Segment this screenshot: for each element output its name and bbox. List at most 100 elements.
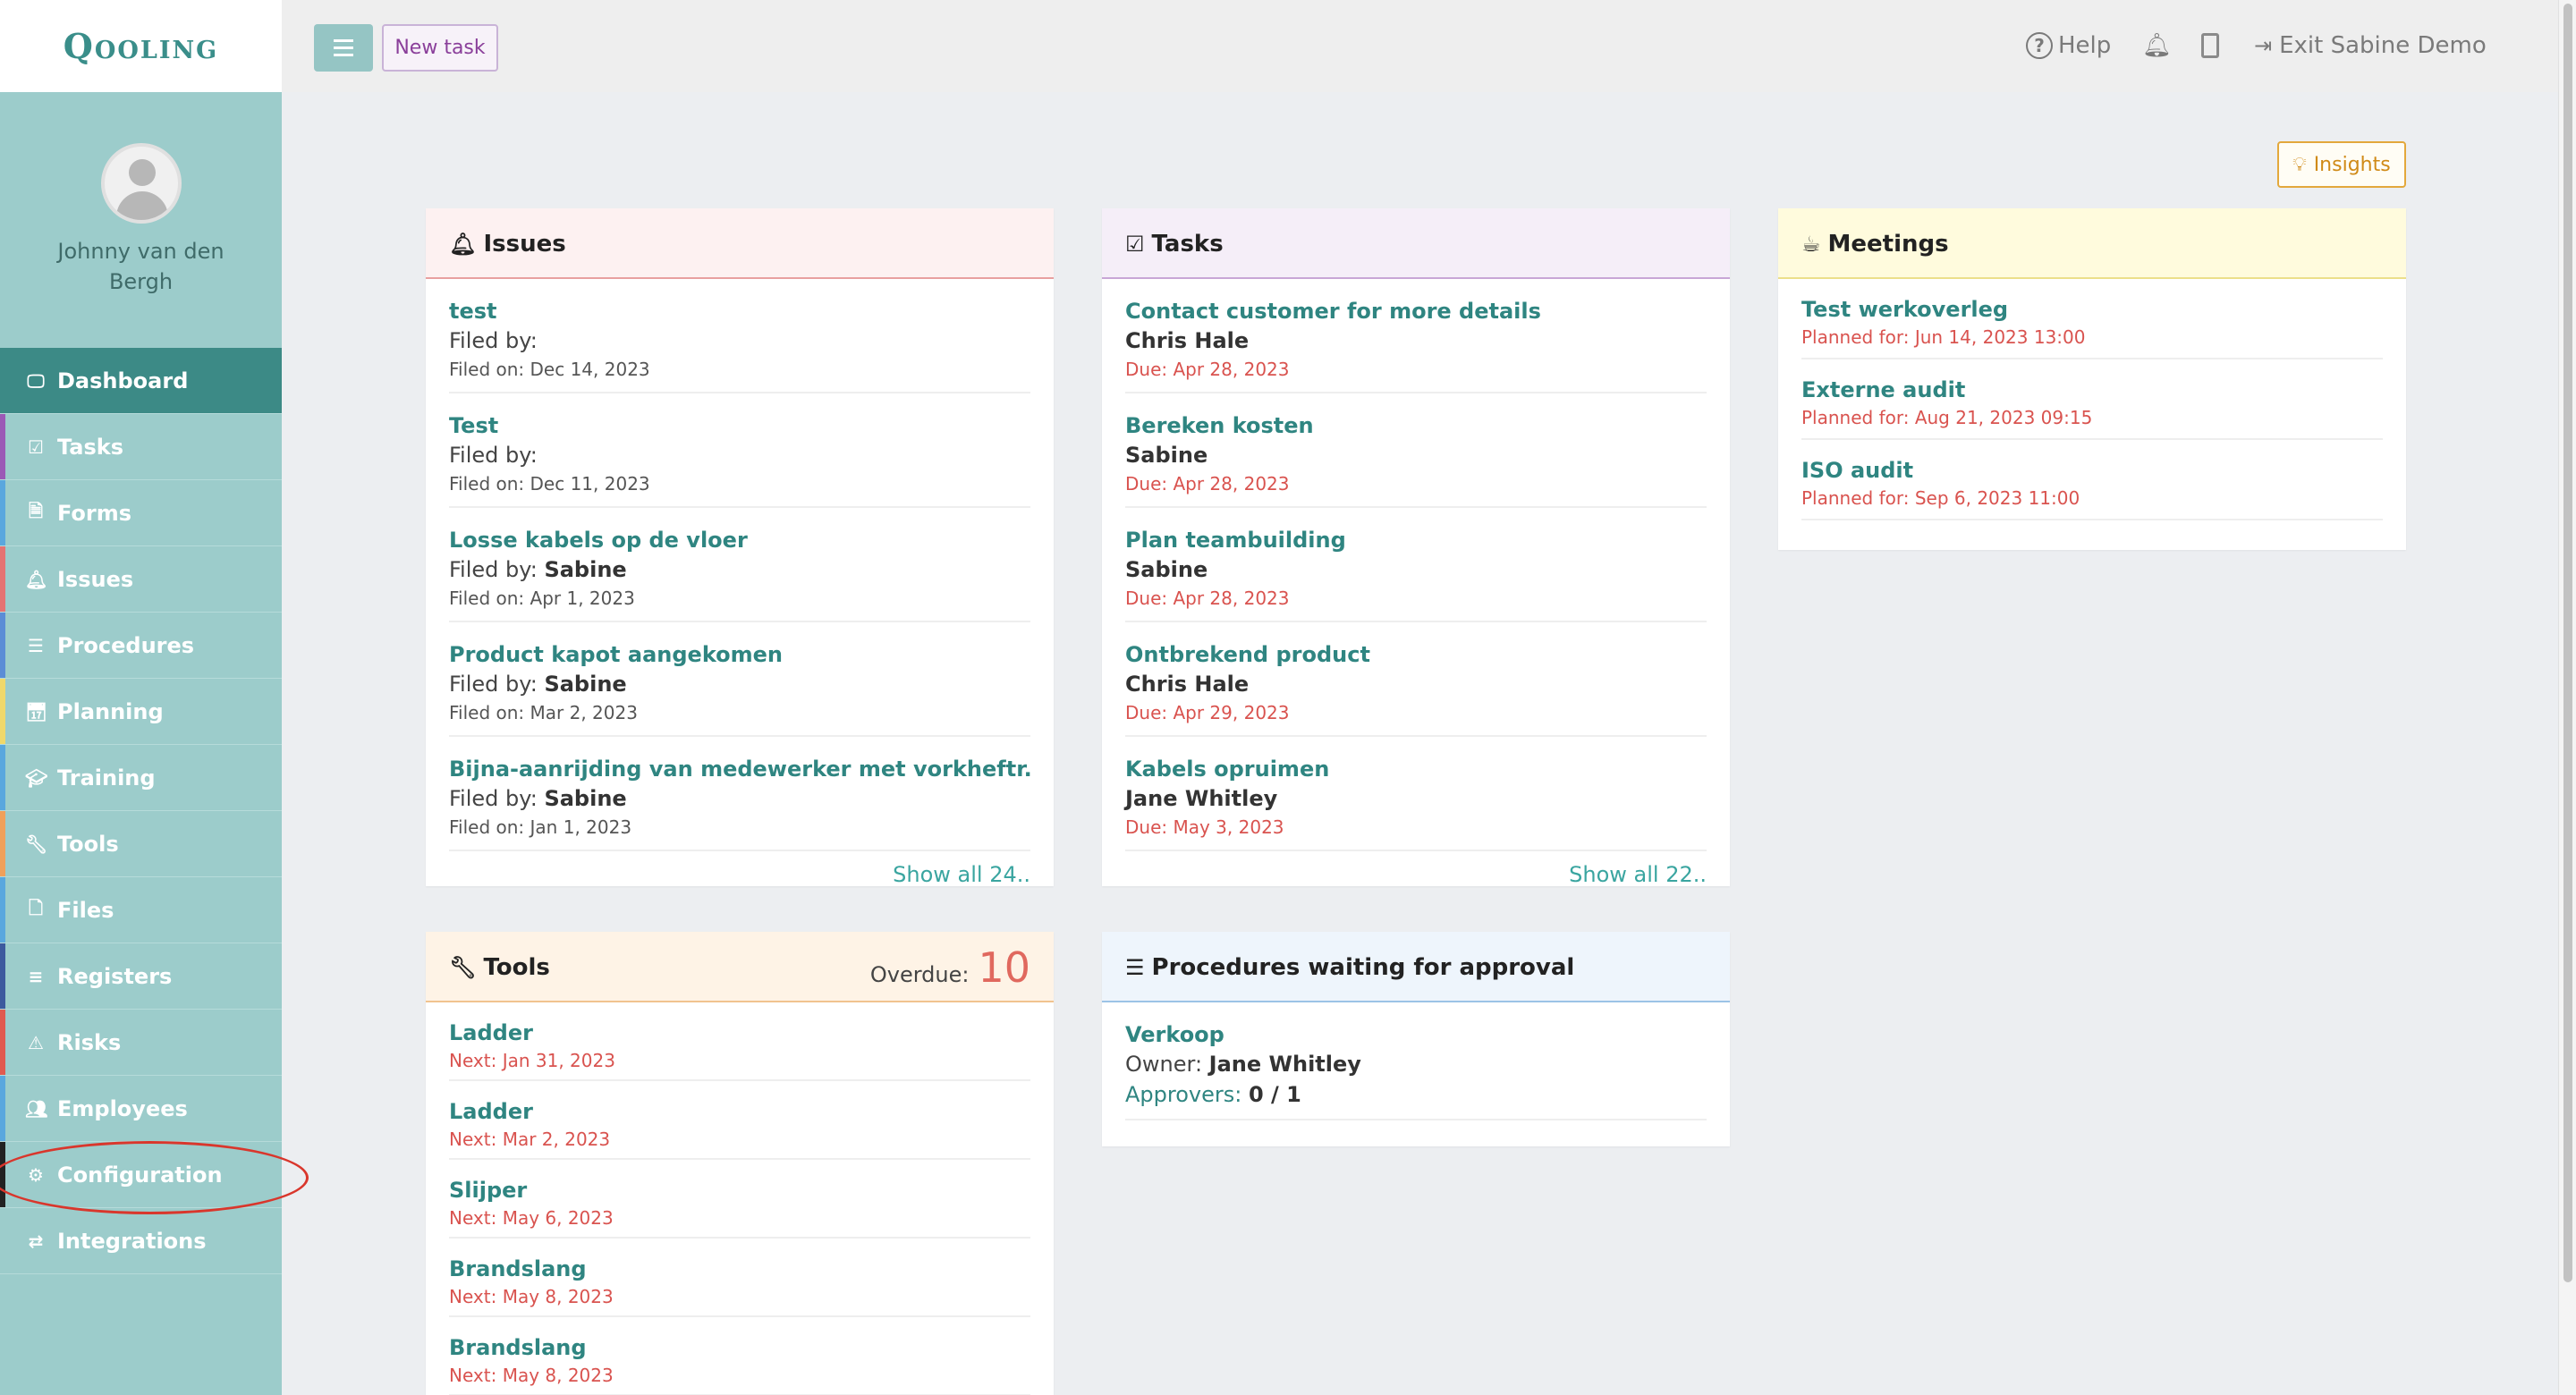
issue-title-link[interactable]: Test (449, 413, 499, 438)
tool-row[interactable]: Ladder Next: Mar 2, 2023 (449, 1081, 1030, 1160)
tool-row[interactable]: Brandslang Next: May 8, 2023 (449, 1317, 1030, 1395)
filed-by-name: Sabine (544, 557, 627, 582)
task-title-link[interactable]: Ontbrekend product (1125, 642, 1370, 667)
tool-title-link[interactable]: Ladder (449, 1099, 533, 1124)
tools-title: Tools (483, 954, 550, 981)
overdue-count[interactable]: 10 (978, 943, 1030, 992)
assignee-name: Sabine (1125, 557, 1208, 582)
issue-title-link[interactable]: Product kapot aangekomen (449, 642, 783, 667)
tool-next-date: Next: Mar 2, 2023 (449, 1129, 611, 1150)
task-row[interactable]: Contact customer for more details Chris H… (1125, 279, 1707, 393)
sidebar-item-procedures[interactable]: ☰︎ Procedures (0, 613, 282, 679)
task-title-link[interactable]: Kabels opruimen (1125, 757, 1330, 782)
sidebar-item-label: Files (57, 897, 114, 923)
issue-row[interactable]: Bijna-aanrijding van medewerker met vork… (449, 737, 1030, 851)
approvers-label: Approvers: (1125, 1082, 1242, 1107)
wrench-icon: 🔧︎ (25, 833, 48, 855)
insights-label: Insights (2313, 153, 2391, 176)
logo-bar: Qooling (0, 0, 282, 92)
tool-title-link[interactable]: Brandslang (449, 1256, 587, 1281)
meeting-planned-date: Planned for: Sep 6, 2023 11:00 (1801, 487, 2080, 509)
issue-title-link[interactable]: Bijna-aanrijding van medewerker met vork… (449, 757, 1030, 782)
procedure-title-link[interactable]: Verkoop (1125, 1022, 1224, 1047)
tool-title-link[interactable]: Ladder (449, 1020, 533, 1045)
issues-title: Issues (483, 231, 566, 258)
sidebar-item-label: Dashboard (57, 368, 189, 393)
issue-row[interactable]: Product kapot aangekomen Filed by: Sabine… (449, 622, 1030, 737)
issue-row[interactable]: Test Filed by: Filed on: Dec 11, 2023 (449, 393, 1030, 508)
task-title-link[interactable]: Bereken kosten (1125, 413, 1314, 438)
issue-title-link[interactable]: Losse kabels op de vloer (449, 528, 748, 553)
tool-row[interactable]: Slijper Next: May 6, 2023 (449, 1160, 1030, 1239)
meeting-row[interactable]: ISO audit Planned for: Sep 6, 2023 11:00 (1801, 440, 2383, 520)
task-assignee: Sabine (1125, 440, 1707, 470)
scrollbar-thumb[interactable] (2563, 4, 2572, 1282)
task-title-link[interactable]: Plan teambuilding (1125, 528, 1346, 553)
nav-color-stripe (0, 480, 5, 545)
new-task-button[interactable]: New task (382, 24, 498, 72)
tasks-show-all-link[interactable]: Show all 22.. (1569, 862, 1707, 887)
sidebar-item-tasks[interactable]: ☑︎ Tasks (0, 414, 282, 480)
register-list-icon: ≡︎ (28, 965, 44, 987)
issue-row[interactable]: test Filed by: Filed on: Dec 14, 2023 (449, 279, 1030, 393)
notifications-bell-icon[interactable]: 🔔︎ (2142, 32, 2173, 59)
task-row[interactable]: Plan teambuilding Sabine Due: Apr 28, 2023 (1125, 508, 1707, 622)
meetings-panel: ☕︎ Meetings Test werkoverleg Planned for:… (1778, 208, 2406, 550)
assignee-name: Chris Hale (1125, 328, 1250, 353)
tool-title-link[interactable]: Brandslang (449, 1335, 587, 1360)
meeting-title-link[interactable]: Test werkoverleg (1801, 297, 2009, 322)
sidebar-item-label: Tasks (57, 434, 124, 460)
menu-toggle-button[interactable] (314, 24, 373, 72)
procedures-title: Procedures waiting for approval (1151, 954, 1575, 981)
meetings-list: Test werkoverleg Planned for: Jun 14, 202… (1778, 279, 2406, 520)
sidebar-item-forms[interactable]: 🗎︎ Forms (0, 480, 282, 546)
task-title-link[interactable]: Contact customer for more details (1125, 299, 1541, 324)
issue-title-link[interactable]: test (449, 299, 497, 324)
sidebar-item-dashboard[interactable]: 🖵︎ Dashboard (0, 348, 282, 414)
meeting-row[interactable]: Externe audit Planned for: Aug 21, 2023 0… (1801, 359, 2383, 440)
task-row[interactable]: Bereken kosten Sabine Due: Apr 28, 2023 (1125, 393, 1707, 508)
tool-row[interactable]: Ladder Next: Jan 31, 2023 (449, 1002, 1030, 1081)
logo[interactable]: Qooling (63, 26, 219, 66)
sidebar-item-tools[interactable]: 🔧︎ Tools (0, 811, 282, 877)
issue-filed-on: Filed on: Jan 1, 2023 (449, 816, 632, 838)
tablet-icon[interactable] (2201, 27, 2219, 64)
task-row[interactable]: Ontbrekend product Chris Hale Due: Apr 29,… (1125, 622, 1707, 737)
tools-list: Ladder Next: Jan 31, 2023 Ladder Next: Mar … (426, 1002, 1054, 1395)
sidebar-item-risks[interactable]: ⚠︎ Risks (0, 1010, 282, 1076)
issue-row[interactable]: Losse kabels op de vloer Filed by: Sabine… (449, 508, 1030, 622)
help-link[interactable]: ? Help (2026, 27, 2111, 64)
meeting-title-link[interactable]: ISO audit (1801, 458, 1914, 483)
task-due-date: Due: May 3, 2023 (1125, 816, 1284, 838)
meeting-title-link[interactable]: Externe audit (1801, 377, 1966, 402)
overdue-label: Overdue: (869, 962, 970, 987)
tool-row[interactable]: Brandslang Next: May 8, 2023 (449, 1239, 1030, 1317)
sidebar-item-integrations[interactable]: ⇄︎ Integrations (0, 1208, 282, 1274)
calendar-icon: 📅︎ (25, 700, 48, 723)
avatar[interactable] (100, 143, 182, 224)
task-assignee: Chris Hale (1125, 326, 1707, 356)
tasks-panel: ☑ Tasks Contact customer for more detail… (1102, 208, 1730, 887)
tool-title-link[interactable]: Slijper (449, 1178, 528, 1203)
nav-color-stripe (0, 1208, 5, 1273)
sidebar-item-issues[interactable]: 🔔︎ Issues (0, 546, 282, 613)
wrench-icon: 🔧︎ (449, 955, 477, 980)
sidebar-item-training[interactable]: 🎓︎ Training (0, 745, 282, 811)
sidebar-item-planning[interactable]: 📅︎ Planning (0, 679, 282, 745)
insights-button[interactable]: 💡︎ Insights (2277, 141, 2406, 188)
lightbulb-icon: 💡︎ (2292, 153, 2307, 176)
exit-demo-link[interactable]: ⇥ Exit Sabine Demo (2254, 27, 2487, 64)
sidebar-item-files[interactable]: 🗋︎ Files (0, 877, 282, 943)
bell-icon: 🔔︎ (449, 232, 477, 257)
nav-color-stripe (0, 1010, 5, 1075)
sidebar-item-employees[interactable]: 👥︎ Employees (0, 1076, 282, 1142)
help-label: Help (2058, 32, 2112, 59)
owner-label: Owner: (1125, 1052, 1203, 1077)
page-scrollbar[interactable] (2558, 0, 2576, 1395)
issues-show-all-link[interactable]: Show all 24.. (893, 862, 1030, 887)
task-assignee: Sabine (1125, 554, 1707, 585)
procedure-row[interactable]: Verkoop Owner: Jane Whitley Approvers: 0 /… (1125, 1002, 1707, 1120)
task-row[interactable]: Kabels opruimen Jane Whitley Due: May 3, 2… (1125, 737, 1707, 851)
sidebar-item-registers[interactable]: ≡︎ Registers (0, 943, 282, 1010)
meeting-row[interactable]: Test werkoverleg Planned for: Jun 14, 202… (1801, 279, 2383, 359)
